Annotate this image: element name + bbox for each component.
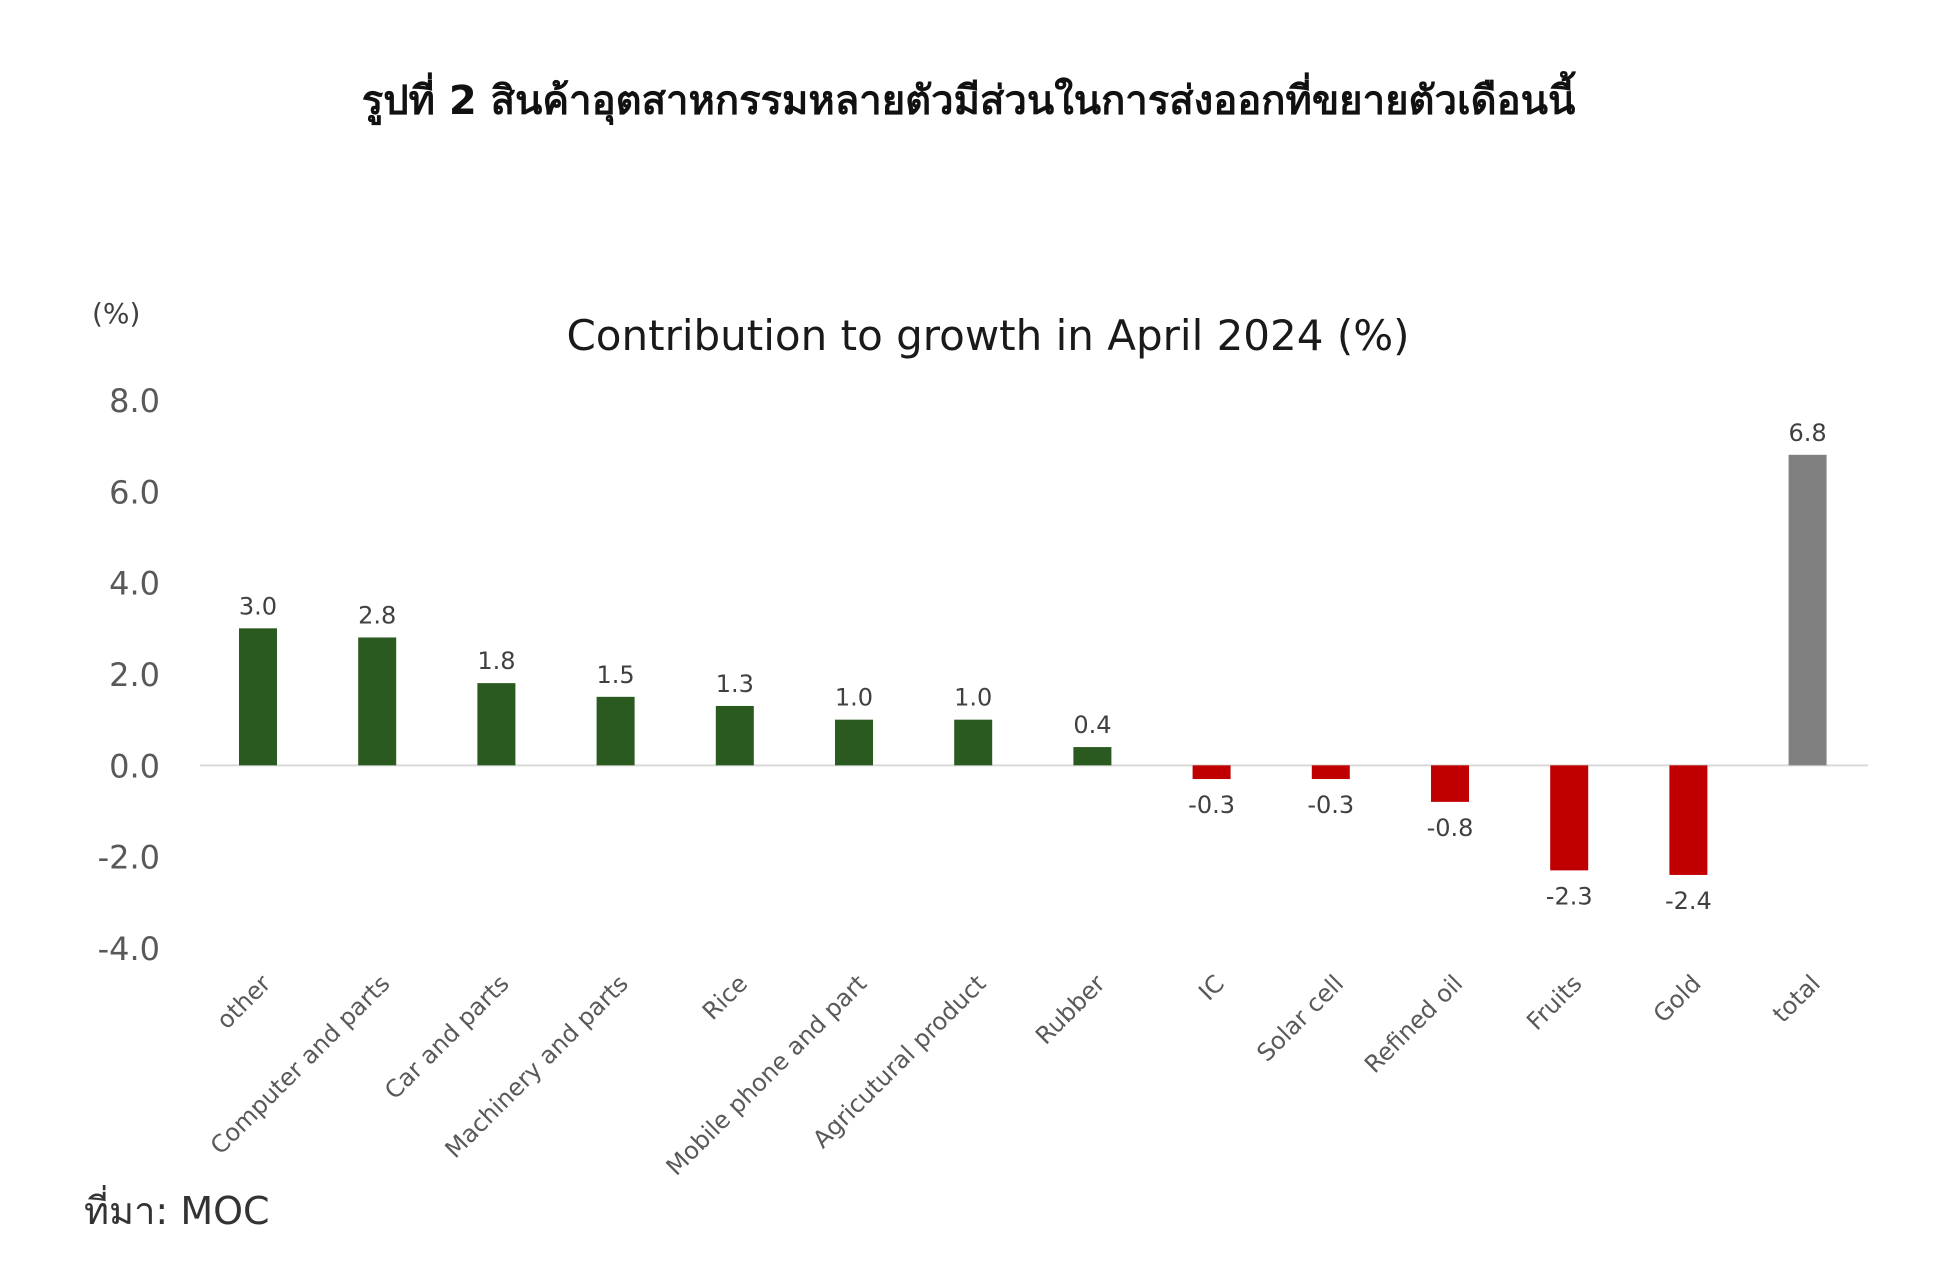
y-tick-label: 6.0	[109, 473, 160, 511]
data-label: 2.8	[358, 601, 396, 629]
y-tick-label: 0.0	[109, 747, 160, 785]
data-label: -0.3	[1188, 791, 1235, 819]
data-label: 1.5	[597, 661, 635, 689]
category-label: total	[1767, 969, 1826, 1028]
y-tick-label: 4.0	[109, 565, 160, 603]
y-tick-label: -2.0	[98, 839, 160, 877]
data-label: 1.8	[477, 647, 515, 675]
bar-rubber	[1073, 747, 1112, 766]
data-label: 1.3	[716, 670, 754, 698]
category-label: Gold	[1648, 969, 1707, 1028]
bar-gold	[1669, 765, 1708, 875]
data-label: -0.8	[1427, 814, 1474, 842]
bar-mobile-phone-and-part	[835, 719, 873, 766]
category-label: Mobile phone and part	[661, 969, 872, 1180]
bar-total	[1788, 454, 1827, 766]
category-label: Fruits	[1521, 969, 1587, 1035]
bar-rice	[715, 705, 754, 766]
category-label: Rice	[697, 969, 753, 1025]
chart-title: Contribution to growth in April 2024 (%)	[566, 311, 1409, 360]
category-label: Rubber	[1030, 969, 1111, 1050]
bar-computer-and-parts	[358, 637, 397, 766]
category-label: IC	[1193, 969, 1230, 1006]
data-label: 6.8	[1789, 419, 1827, 447]
bar-solar-cell	[1311, 765, 1350, 780]
bar-ic	[1192, 765, 1231, 780]
data-label: 0.4	[1073, 711, 1111, 739]
data-labels: 3.0 2.8 1.8 1.5 1.3 1.0 1.0 0.4 -0.3 -0.3 -0.8 -2.3…	[239, 419, 1827, 915]
data-label: 1.0	[954, 684, 992, 712]
y-tick-label: 2.0	[109, 656, 160, 694]
y-axis-ticks: 8.0 6.0 4.0 2.0 0.0 -2.0 -4.0	[98, 382, 160, 968]
data-label: -2.3	[1546, 882, 1593, 910]
category-label: Solar cell	[1251, 969, 1349, 1067]
category-label: Refined oil	[1359, 969, 1468, 1078]
bar-car-and-parts	[477, 683, 516, 766]
y-axis-unit: (%)	[92, 297, 140, 330]
bar-agricutural-product	[954, 719, 993, 766]
bar-other	[239, 628, 277, 766]
bars	[239, 454, 1827, 875]
bar-machinery-and-parts	[596, 696, 635, 766]
y-tick-label: 8.0	[109, 382, 160, 420]
category-label: other	[211, 969, 276, 1034]
data-label: -2.4	[1665, 887, 1712, 915]
data-label: 3.0	[239, 592, 277, 620]
data-label: -0.3	[1307, 791, 1354, 819]
y-tick-label: -4.0	[98, 930, 160, 968]
figure-title: รูปที่ 2 สินค้าอุตสาหกรรมหลายตัวมีส่วนใน…	[361, 78, 1576, 124]
category-label: Car and parts	[379, 969, 514, 1104]
data-label: 1.0	[835, 684, 873, 712]
bar-fruits	[1550, 765, 1589, 871]
bar-refined-oil	[1431, 765, 1469, 802]
source-note: ที่มา: MOC	[84, 1189, 270, 1233]
